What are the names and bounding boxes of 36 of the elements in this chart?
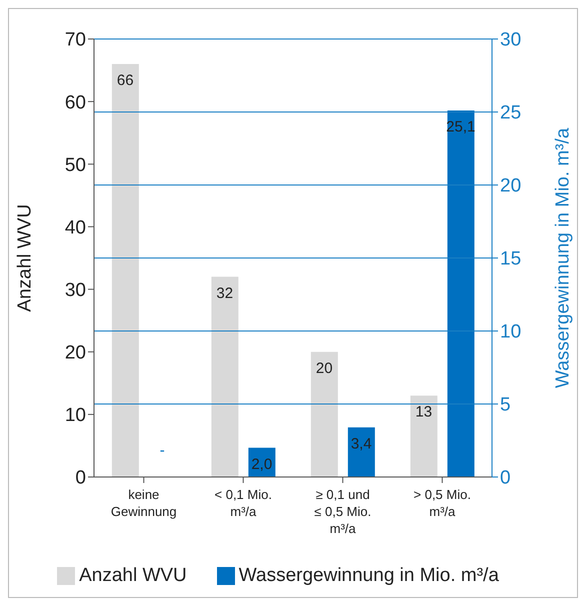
bar: [348, 427, 375, 477]
y2-tick-label: 25: [500, 102, 522, 124]
x-tick-label: < 0,1 Mio. m³/a: [214, 487, 272, 519]
x-tick-label: keine Gewinnung: [110, 487, 177, 519]
legend-label: Anzahl WVU: [79, 565, 187, 586]
y-tick-label: 0: [75, 468, 86, 489]
x-tick-label: ≥ 0,1 und ≤ 0,5 Mio. m³/a: [314, 487, 372, 536]
y-tick-label: 20: [64, 342, 86, 364]
y2-axis-title: Wassergewinnung in Mio. m³/a: [552, 128, 574, 388]
data-label: 32: [216, 284, 234, 302]
y-tick-label: 70: [64, 30, 86, 51]
y-tick-label: 60: [64, 92, 86, 114]
y2-tick-label: 20: [500, 176, 522, 197]
data-label: 66: [116, 72, 134, 90]
y-axis-title: Anzahl WVU: [14, 204, 36, 312]
y2-tick-label: 30: [500, 30, 522, 51]
data-label: 20: [316, 360, 333, 377]
y-tick-label: 30: [64, 280, 86, 302]
y-tick-label: 40: [64, 217, 86, 238]
data-label: 3,4: [350, 435, 372, 452]
bar: [447, 110, 474, 477]
legend-label: Wassergewinnung in Mio. m³/a: [238, 565, 499, 586]
bar: [112, 64, 139, 477]
y2-tick-label: 0: [500, 468, 511, 489]
y2-tick-label: 5: [500, 394, 511, 416]
bar: [310, 352, 338, 477]
bar: [410, 396, 438, 477]
bar: [211, 276, 238, 477]
y2-tick-label: 10: [500, 322, 522, 343]
data-label: 2,0: [251, 456, 272, 473]
y-tick-label: 50: [64, 154, 86, 176]
x-tick-label: > 0,5 Mio. m³/a: [414, 487, 471, 519]
data-label: 13: [415, 404, 432, 421]
y2-tick-label: 15: [500, 248, 522, 270]
text: -: [160, 442, 165, 459]
y-tick-label: 10: [64, 405, 86, 426]
